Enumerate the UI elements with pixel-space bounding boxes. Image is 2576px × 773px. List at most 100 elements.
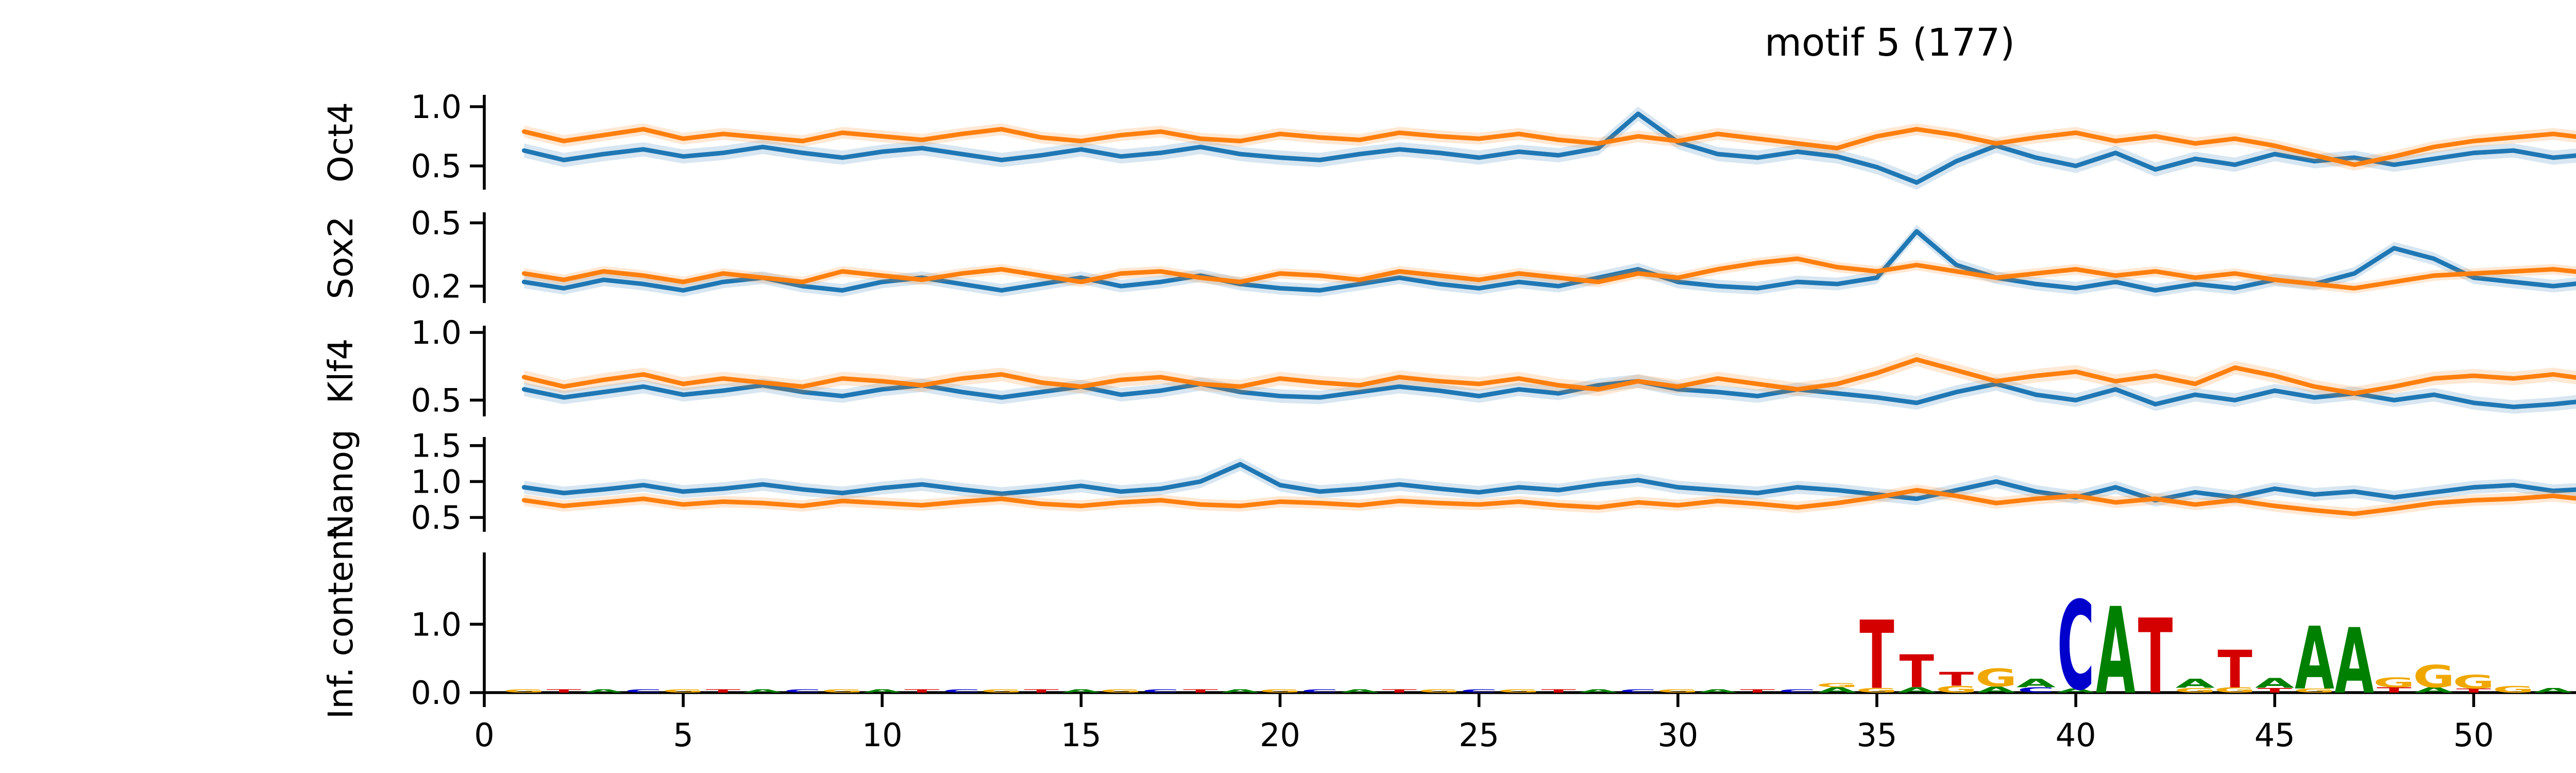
logo-letter-A: A xyxy=(2056,687,2096,694)
logo-letter-T: T xyxy=(1541,688,1576,694)
logo-letter-T: T xyxy=(706,688,741,694)
series-blue-band xyxy=(524,225,2576,297)
logo-letter-C: C xyxy=(625,688,663,694)
logo-letter-T: T xyxy=(1859,601,1894,710)
xtick-label: 20 xyxy=(1260,716,1300,754)
logo-letter-C: C xyxy=(2018,685,2055,694)
xtick-label: 10 xyxy=(862,716,903,754)
logo-letter-G: G xyxy=(1498,688,1539,694)
logo-letter-A: A xyxy=(2016,677,2056,690)
logo-letter-A: A xyxy=(2334,610,2374,714)
y-axis-label: Klf4 xyxy=(321,339,361,404)
logo-letter-G: G xyxy=(821,688,863,694)
logo-letter-G: G xyxy=(2214,685,2256,694)
logo-letter-T: T xyxy=(2456,687,2492,694)
logo-letter-A: A xyxy=(1221,688,1260,694)
logo-letter-T: T xyxy=(547,688,582,694)
logo-letter-T: T xyxy=(2377,685,2412,694)
logo-letter-A: A xyxy=(1698,688,1738,694)
xtick-label: 50 xyxy=(2453,716,2494,754)
logo-letter-C: C xyxy=(943,688,980,694)
series-orange-line xyxy=(521,127,2576,167)
ytick-label: 0.2 xyxy=(411,267,462,305)
xtick-label: 40 xyxy=(2056,716,2096,754)
logo-letter-A: A xyxy=(2255,676,2295,691)
logo-letter-G: G xyxy=(1259,688,1301,694)
logo-letter-T: T xyxy=(1740,688,1775,694)
ytick-label: 1.0 xyxy=(411,314,462,351)
logo-letter-G: G xyxy=(1936,684,1977,695)
xtick-label: 0 xyxy=(474,716,494,754)
logo-letter-A: A xyxy=(1817,685,1857,694)
logo-letter-T: T xyxy=(905,688,940,694)
logo-letter-G: G xyxy=(980,688,1022,694)
xtick-label: 35 xyxy=(1857,716,1897,754)
series-blue-line xyxy=(521,111,2576,185)
logo-letter-G: G xyxy=(2413,659,2455,695)
ytick-label: 1.0 xyxy=(411,606,462,643)
logo-letter-C: C xyxy=(2057,576,2095,717)
logo-letter-A: A xyxy=(1340,688,1380,694)
ytick-label: 0.5 xyxy=(411,204,462,242)
logo-letter-G: G xyxy=(503,688,545,694)
logo-letter-T: T xyxy=(1899,646,1934,698)
logo-letter-A: A xyxy=(1897,685,1937,694)
logo-letter-A: A xyxy=(2534,686,2573,694)
y-axis-label: Sox2 xyxy=(321,216,361,299)
logo-letter-A: A xyxy=(2295,609,2334,709)
y-axis-label: Nanog xyxy=(321,429,361,540)
series-orange-line xyxy=(521,256,2576,291)
ytick-label: 0.0 xyxy=(411,674,462,712)
logo-letter-G: G xyxy=(2174,686,2216,694)
logo-letter-G: G xyxy=(1816,682,1858,688)
series-orange-band xyxy=(524,484,2576,520)
logo-letter-A: A xyxy=(1976,685,2016,695)
series-orange-line xyxy=(521,357,2576,396)
ytick-label: 0.5 xyxy=(411,147,462,185)
logo-letter-A: A xyxy=(1061,688,1101,694)
logo-letter-T: T xyxy=(1183,688,1218,694)
logo-letter-T: T xyxy=(1024,688,1059,694)
logo-letter-T: T xyxy=(2257,686,2292,694)
series-orange-line xyxy=(521,488,2576,516)
logo-letter-A: A xyxy=(2414,685,2454,694)
logo-letter-G: G xyxy=(1418,688,1460,694)
logo-letter-A: A xyxy=(2096,582,2136,721)
ytick-label: 1.5 xyxy=(411,427,462,465)
logo-letter-A: A xyxy=(2175,677,2215,691)
series-orange-band xyxy=(524,253,2576,294)
logo-letter-T: T xyxy=(2138,598,2173,717)
logo-letter-G: G xyxy=(2493,684,2534,695)
logo-letter-C: C xyxy=(784,688,822,694)
logo-letter-C: C xyxy=(1778,688,1816,694)
logo-letter-G: G xyxy=(1975,664,2017,693)
xtick-label: 15 xyxy=(1061,716,1101,754)
logo-letter-T: T xyxy=(1382,688,1417,694)
xtick-label: 25 xyxy=(1459,716,1499,754)
series-blue-line xyxy=(521,462,2576,503)
logo-letter-C: C xyxy=(1142,688,1180,694)
logo-letter-T: T xyxy=(1939,668,1974,690)
xtick-label: 45 xyxy=(2255,716,2295,754)
y-axis-label: Inf. content xyxy=(321,526,361,719)
series-blue-band xyxy=(524,107,2576,190)
logo-letter-G: G xyxy=(1856,686,1897,694)
ytick-label: 0.5 xyxy=(411,381,462,419)
panel-sox2: 0.2 0.5 Sox2 xyxy=(321,204,2576,305)
logo-letter-C: C xyxy=(1301,688,1338,694)
logo-letter-G: G xyxy=(662,688,704,694)
series-blue-line xyxy=(521,229,2576,293)
logo-letter-A: A xyxy=(584,688,623,694)
logo-letter-A: A xyxy=(743,688,783,694)
logo-letter-C: C xyxy=(1460,688,1498,694)
y-axis-label: Oct4 xyxy=(321,102,361,182)
panel-klf4: 0.5 1.0 Klf4 xyxy=(321,314,2576,419)
logo-letter-C: C xyxy=(1619,688,1657,694)
ytick-label: 0.5 xyxy=(411,499,462,536)
logo-letter-A: A xyxy=(1579,688,1618,694)
logo-letter-G: G xyxy=(2294,687,2335,694)
logo-letter-G: G xyxy=(1657,688,1699,694)
